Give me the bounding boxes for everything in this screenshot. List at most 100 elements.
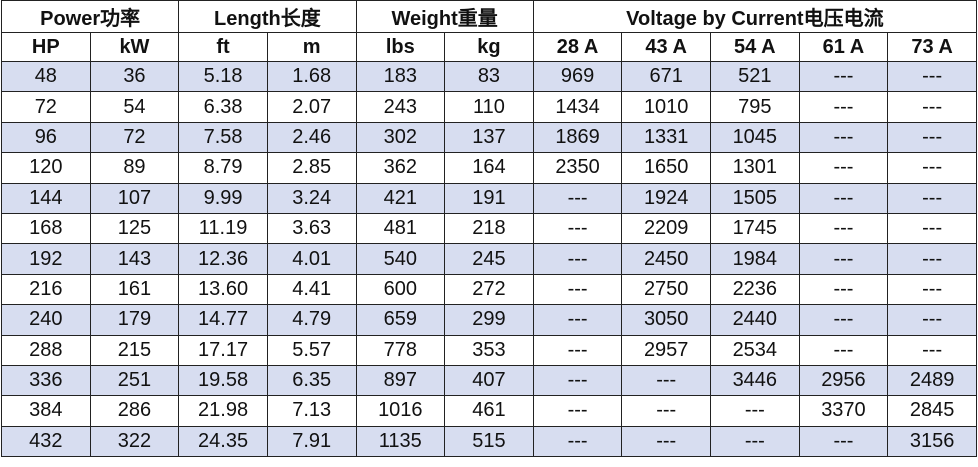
table-cell: 13.60 <box>178 273 268 306</box>
table-cell: 1301 <box>710 152 800 184</box>
table-cell: 54 <box>89 91 180 123</box>
table-cell: 6.38 <box>178 91 268 123</box>
table-cell: 125 <box>89 212 180 245</box>
table-cell: --- <box>621 364 711 397</box>
table-cell: 600 <box>355 273 446 306</box>
table-cell: 1434 <box>532 91 623 123</box>
group-header: Length长度 <box>178 0 357 33</box>
table-row: 192 143 12.36 4.01 540 245 --- 2450 1984 --- --- <box>1 243 977 275</box>
column-header: lbs <box>355 32 446 62</box>
table-cell: --- <box>887 243 977 275</box>
table-cell: 286 <box>89 395 180 427</box>
table-cell: 1505 <box>710 182 800 214</box>
table-cell: 432 <box>1 425 91 458</box>
table-cell: 19.58 <box>178 364 268 397</box>
table-cell: 5.57 <box>266 334 357 366</box>
table-cell: 215 <box>89 334 180 366</box>
table-row: 72 54 6.38 2.07 243 110 1434 1010 795 --- --- <box>1 91 977 123</box>
table-cell: 7.58 <box>178 121 268 154</box>
table-cell: 1045 <box>710 121 800 154</box>
table-cell: 2845 <box>887 395 977 427</box>
column-header: 43 A <box>621 32 711 62</box>
table-cell: 137 <box>444 121 534 154</box>
table-row: 288 215 17.17 5.57 778 353 --- 2957 2534 --- --- <box>1 334 977 366</box>
table-cell: 168 <box>1 212 91 245</box>
table-cell: 1016 <box>355 395 446 427</box>
table-cell: --- <box>532 212 623 245</box>
table-cell: 2957 <box>621 334 711 366</box>
column-header: 54 A <box>710 32 800 62</box>
column-header: kW <box>89 32 180 62</box>
table-cell: 322 <box>89 425 180 458</box>
table-cell: 1745 <box>710 212 800 245</box>
table-cell: --- <box>887 212 977 245</box>
table-cell: --- <box>887 182 977 214</box>
column-header: 28 A <box>532 32 623 62</box>
table-row: 48 36 5.18 1.68 183 83 969 671 521 --- --- <box>1 60 977 93</box>
table-cell: 36 <box>89 60 180 93</box>
table-cell: --- <box>798 212 889 245</box>
table-cell: 2489 <box>887 364 977 397</box>
table-cell: 481 <box>355 212 446 245</box>
table-cell: 299 <box>444 304 534 336</box>
table-cell: 218 <box>444 212 534 245</box>
table-cell: 1650 <box>621 152 711 184</box>
table-cell: 8.79 <box>178 152 268 184</box>
table-cell: --- <box>887 304 977 336</box>
table-cell: 1869 <box>532 121 623 154</box>
table-cell: 6.35 <box>266 364 357 397</box>
table-cell: --- <box>887 334 977 366</box>
table-cell: 2534 <box>710 334 800 366</box>
table-cell: 164 <box>444 152 534 184</box>
table-cell: 7.13 <box>266 395 357 427</box>
table-cell: --- <box>798 243 889 275</box>
table-cell: 4.41 <box>266 273 357 306</box>
table-cell: 143 <box>89 243 180 275</box>
column-header: ft <box>178 32 268 62</box>
table-cell: 3.24 <box>266 182 357 214</box>
table-cell: --- <box>532 364 623 397</box>
table-cell: 1984 <box>710 243 800 275</box>
table-cell: --- <box>532 243 623 275</box>
table-cell: --- <box>887 121 977 154</box>
table-cell: --- <box>798 425 889 458</box>
group-header: Voltage by Current电压电流 <box>532 0 978 33</box>
table-cell: 4.79 <box>266 304 357 336</box>
table-cell: 407 <box>444 364 534 397</box>
table-cell: 243 <box>355 91 446 123</box>
table-cell: 5.18 <box>178 60 268 93</box>
table-cell: 9.99 <box>178 182 268 214</box>
table-cell: 2440 <box>710 304 800 336</box>
table-cell: 110 <box>444 91 534 123</box>
table-cell: --- <box>798 334 889 366</box>
table-row: 384 286 21.98 7.13 1016 461 --- --- --- 3370 2845 <box>1 395 977 427</box>
table-cell: --- <box>621 425 711 458</box>
table-cell: 2.85 <box>266 152 357 184</box>
table-cell: 120 <box>1 152 91 184</box>
table-cell: --- <box>710 395 800 427</box>
table-cell: 795 <box>710 91 800 123</box>
table-row: 120 89 8.79 2.85 362 164 2350 1650 1301 --- --- <box>1 152 977 184</box>
table-cell: 3.63 <box>266 212 357 245</box>
table-cell: 521 <box>710 60 800 93</box>
table-cell: 302 <box>355 121 446 154</box>
table-cell: 2.46 <box>266 121 357 154</box>
table-row: 96 72 7.58 2.46 302 137 1869 1331 1045 --- --- <box>1 121 977 154</box>
table-cell: 48 <box>1 60 91 93</box>
table-cell: --- <box>887 91 977 123</box>
table-cell: 107 <box>89 182 180 214</box>
table-cell: --- <box>710 425 800 458</box>
group-header-row: Power功率 Length长度 Weight重量 Voltage by Curren… <box>0 0 978 33</box>
table-cell: 353 <box>444 334 534 366</box>
table-cell: 1.68 <box>266 60 357 93</box>
table-cell: 2350 <box>532 152 623 184</box>
table-cell: 2236 <box>710 273 800 306</box>
table-cell: 216 <box>1 273 91 306</box>
table-row: 240 179 14.77 4.79 659 299 --- 3050 2440 --- --- <box>1 304 977 336</box>
table-cell: --- <box>798 121 889 154</box>
table-row: 432 322 24.35 7.91 1135 515 --- --- --- --- 3156 <box>1 425 977 458</box>
table-cell: --- <box>798 152 889 184</box>
table-cell: 72 <box>1 91 91 123</box>
table-row: 168 125 11.19 3.63 481 218 --- 2209 1745 --- --- <box>1 212 977 245</box>
table-cell: --- <box>532 273 623 306</box>
